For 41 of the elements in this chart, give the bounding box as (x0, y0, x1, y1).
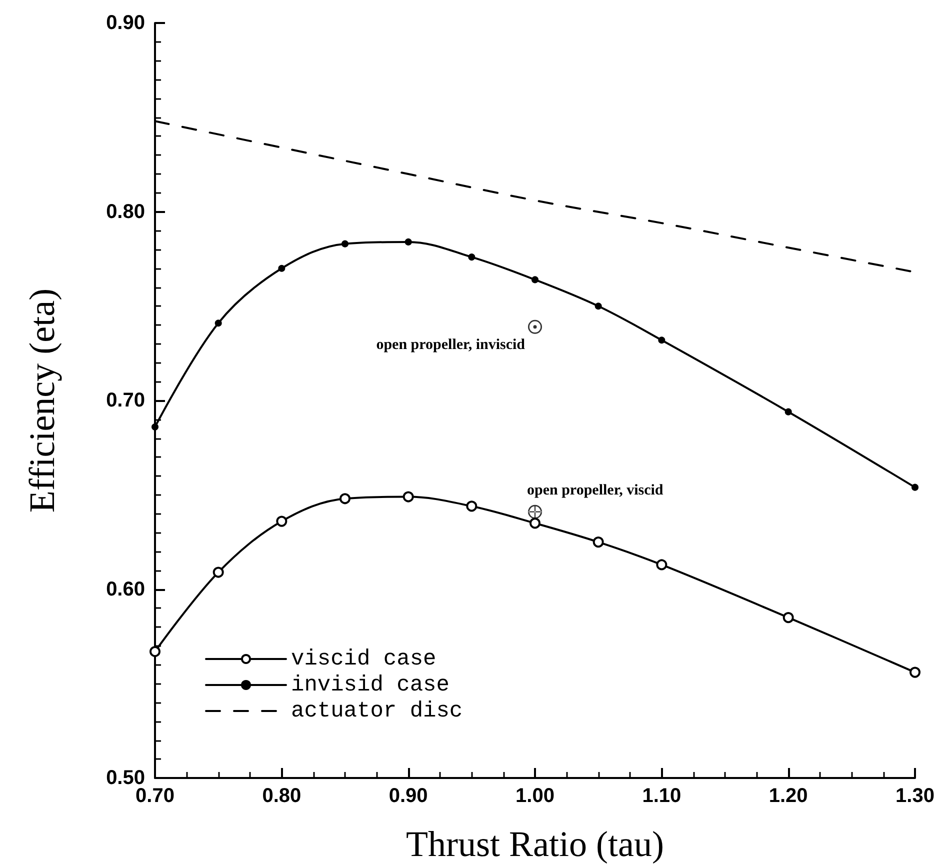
y-tick-label: 0.80 (106, 200, 145, 223)
point (214, 320, 222, 327)
y-tick-label: 0.70 (106, 390, 145, 412)
point (656, 559, 668, 570)
x-tick-label: 1.10 (642, 785, 682, 807)
legend-label: actuator disc (291, 698, 463, 724)
annotation: open propeller, viscid (527, 482, 664, 498)
point (658, 336, 666, 344)
point (276, 516, 288, 527)
point (528, 320, 542, 334)
point (912, 484, 918, 491)
y-tick-label: 0.90 (106, 12, 145, 34)
point (468, 254, 476, 261)
x-tick-label: 1.20 (768, 785, 808, 807)
x-tick-label: 1.00 (516, 785, 554, 807)
point (402, 491, 414, 502)
x-axis-title: Thrust Ratio (tau) (406, 824, 664, 864)
point (782, 612, 794, 624)
y-axis-title: Efficiency (eta) (22, 288, 62, 513)
point (528, 504, 542, 519)
legend-label: viscid case (291, 646, 436, 672)
y-tick-label: 0.60 (106, 578, 145, 600)
point (784, 408, 792, 416)
point (532, 276, 538, 284)
point (340, 493, 350, 504)
point (910, 666, 920, 678)
point (152, 423, 158, 430)
point (466, 500, 478, 512)
point (342, 240, 348, 248)
legend-label: invisid case (291, 672, 450, 698)
x-tick-label: 0.80 (262, 785, 302, 807)
point (212, 566, 224, 578)
point (404, 238, 412, 246)
point (530, 518, 540, 529)
point (150, 646, 160, 658)
x-tick-label: 0.90 (388, 785, 428, 807)
point (592, 536, 604, 548)
point (278, 264, 286, 272)
annotation: open propeller, inviscid (376, 336, 526, 353)
x-tick-label: 1.30 (896, 785, 934, 807)
point (594, 302, 602, 310)
